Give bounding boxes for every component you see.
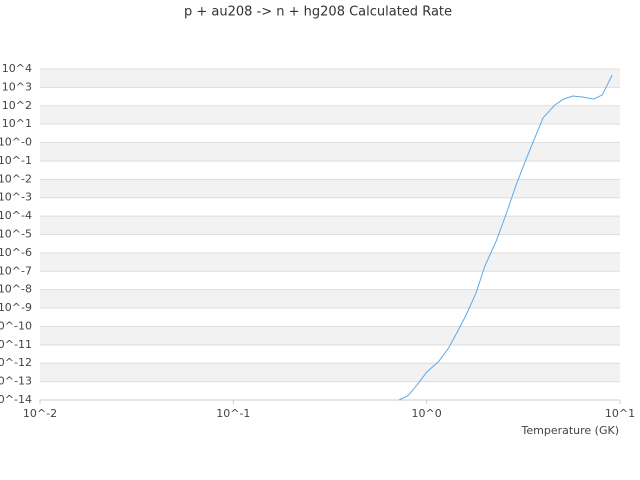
data-line xyxy=(398,74,613,401)
y-tick-label: 10^-13 xyxy=(0,375,32,388)
grid-band xyxy=(40,179,620,198)
y-tick-label: 10^-2 xyxy=(0,172,32,185)
grid-band xyxy=(40,105,620,125)
grid-band xyxy=(40,216,620,235)
y-tick-label: 10^-9 xyxy=(0,301,32,314)
y-tick-label: 10^-14 xyxy=(0,393,32,406)
chart-title: p + au208 -> n + hg208 Calculated Rate xyxy=(184,5,452,20)
grid-bands xyxy=(40,69,620,382)
grid-band xyxy=(40,142,620,161)
y-tick-label: 10^-6 xyxy=(0,246,32,259)
y-tick-label: 10^-11 xyxy=(0,338,32,351)
grid-band xyxy=(40,252,620,272)
y-tick-label: 10^-4 xyxy=(0,209,32,222)
y-tick-label: 10^3 xyxy=(2,80,32,93)
grid-band xyxy=(40,289,620,309)
y-tick-label: 10^-1 xyxy=(0,154,32,167)
y-tick-label: 10^2 xyxy=(2,99,32,112)
x-tick-label: 10^0 xyxy=(412,407,442,420)
x-tick-label: 10^-2 xyxy=(23,407,57,420)
y-tick-label: 10^-10 xyxy=(0,319,32,332)
x-tick-label: 10^-1 xyxy=(216,407,250,420)
x-tick-label: 10^1 xyxy=(605,407,635,420)
y-tick-label: 10^-0 xyxy=(0,136,32,149)
y-tick-label: 10^-7 xyxy=(0,264,32,277)
y-tick-label: 10^-5 xyxy=(0,228,32,241)
grid-band xyxy=(40,363,620,382)
y-tick-label: 10^-8 xyxy=(0,283,32,296)
x-axis-title: Temperature (GK) xyxy=(521,424,620,437)
grid-band xyxy=(40,326,620,345)
y-tick-label: 10^4 xyxy=(2,62,32,75)
y-tick-label: 10^-12 xyxy=(0,356,32,369)
y-tick-label: 10^-3 xyxy=(0,191,32,204)
grid-band xyxy=(40,69,620,88)
y-tick-label: 10^1 xyxy=(2,117,32,130)
